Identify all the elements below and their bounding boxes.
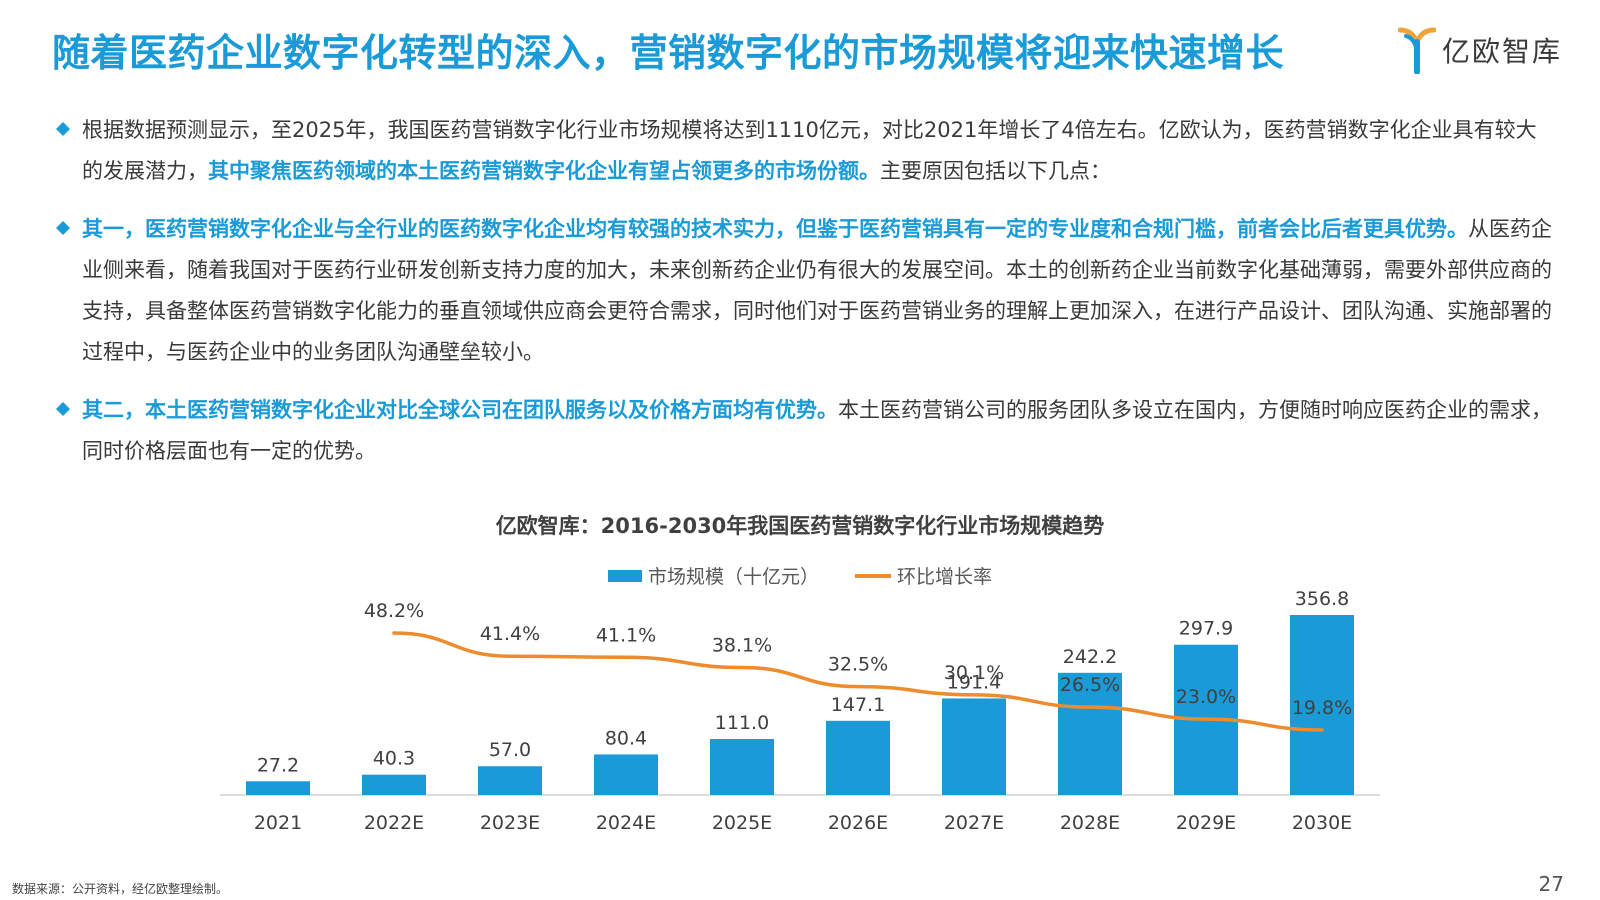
- bar-value-label: 147.1: [831, 694, 885, 716]
- x-tick-label: 2028E: [1060, 812, 1120, 834]
- x-tick-label: 2021: [254, 812, 302, 834]
- legend-label: 市场规模（十亿元）: [647, 566, 819, 588]
- chart-plot: 27.2 2021 40.3 2022E 57.0 2023E 80.4 2024E 111.0…: [220, 590, 1380, 834]
- line-value-label: 41.1%: [596, 624, 656, 646]
- brand-logo: 亿欧智库: [1398, 22, 1578, 78]
- x-tick-label: 2027E: [944, 812, 1004, 834]
- paragraph-point-two: 其二，本土医药营销数字化企业对比全球公司在团队服务以及价格方面均有优势。本土医药…: [56, 390, 1556, 472]
- chart-legend: 市场规模（十亿元） 环比增长率: [0, 562, 1600, 589]
- line-value-label: 23.0%: [1176, 686, 1236, 708]
- diamond-bullet-icon: [56, 122, 70, 136]
- x-tick-label: 2024E: [596, 812, 656, 834]
- logo-text: 亿欧智库: [1442, 35, 1563, 68]
- bar-value-label: 80.4: [605, 727, 647, 749]
- legend-item-line: 环比增长率: [855, 562, 992, 589]
- bar-value-label: 242.2: [1063, 646, 1117, 668]
- line-value-label: 26.5%: [1060, 674, 1120, 696]
- paragraph-text: 根据数据预测显示，至2025年，我国医药营销数字化行业市场规模将达到1110亿元…: [82, 118, 1537, 183]
- diamond-bullet-icon: [56, 402, 70, 416]
- bar-value-label: 40.3: [373, 748, 415, 770]
- growth-rate-line: [392, 631, 1324, 732]
- x-tick-label: 2023E: [480, 812, 540, 834]
- page-title: 随着医药企业数字化转型的深入，营销数字化的市场规模将迎来快速增长: [52, 31, 1285, 75]
- slide-header: 随着医药企业数字化转型的深入，营销数字化的市场规模将迎来快速增长 亿欧智库: [0, 0, 1600, 100]
- bar-value-label: 297.9: [1179, 618, 1233, 640]
- x-tick-label: 2026E: [828, 812, 888, 834]
- bar-mark: [942, 698, 1006, 795]
- paragraph-highlight: 其中聚焦医药领域的本土医药营销数字化企业有望占领更多的市场份额。: [208, 159, 880, 183]
- bar-value-label: 356.8: [1295, 590, 1349, 610]
- data-source-note: 数据来源：公开资料，经亿欧整理绘制。: [12, 882, 229, 896]
- legend-line-swatch: [855, 573, 891, 578]
- line-value-label: 48.2%: [364, 600, 424, 622]
- legend-bar-swatch: [607, 569, 642, 582]
- bar-mark: [826, 720, 890, 795]
- paragraph-text: 本土医药营销公司的服务团队多设立在国内，方便随时响应医药企业的需求，同时价格层面…: [82, 398, 1552, 463]
- paragraph-text: 主要原因包括以下几点：: [880, 159, 1111, 183]
- line-value-label: 30.1%: [944, 662, 1004, 684]
- paragraph-point-one: 其一，医药营销数字化企业与全行业的医药数字化企业均有较强的技术实力，但鉴于医药营…: [56, 209, 1556, 373]
- bar-value-label: 111.0: [715, 712, 769, 734]
- line-value-label: 38.1%: [712, 634, 772, 656]
- page-number: 27: [1538, 872, 1564, 896]
- x-tick-label: 2025E: [712, 812, 772, 834]
- chart-title: 亿欧智库：2016-2030年我国医药营销数字化行业市场规模趋势: [495, 514, 1105, 538]
- bar-value-label: 191.4: [947, 671, 1001, 693]
- x-tick-label: 2022E: [364, 812, 424, 834]
- bar-mark: [478, 766, 542, 795]
- logo-mark-icon: [1398, 27, 1436, 74]
- legend-label: 环比增长率: [897, 566, 993, 588]
- paragraph-highlight: 其一，医药营销数字化企业与全行业的医药数字化企业均有较强的技术实力，但鉴于医药营…: [82, 217, 1468, 241]
- bar-mark: [246, 781, 310, 795]
- x-tick-label: 2030E: [1292, 812, 1352, 834]
- diamond-bullet-icon: [56, 221, 70, 235]
- paragraph-highlight: 其二，本土医药营销数字化企业对比全球公司在团队服务以及价格方面均有优势。: [82, 398, 838, 422]
- bar-value-label: 57.0: [489, 739, 531, 761]
- line-value-label: 19.8%: [1292, 697, 1352, 719]
- bar-mark: [594, 754, 658, 795]
- x-tick-label: 2029E: [1176, 812, 1236, 834]
- paragraph-intro: 根据数据预测显示，至2025年，我国医药营销数字化行业市场规模将达到1110亿元…: [56, 110, 1556, 192]
- bar-value-label: 27.2: [257, 754, 299, 776]
- line-value-label: 41.4%: [480, 623, 540, 645]
- bar-mark: [710, 739, 774, 795]
- bar-mark: [362, 774, 426, 795]
- line-value-label: 32.5%: [828, 654, 888, 676]
- legend-item-bar: 市场规模（十亿元）: [607, 562, 819, 589]
- paragraph-text: 从医药企业侧来看，随着我国对于医药行业研发创新支持力度的加大，未来创新药企业仍有…: [82, 217, 1552, 364]
- bar-mark: [1058, 672, 1122, 795]
- bar-mark: [1290, 615, 1354, 795]
